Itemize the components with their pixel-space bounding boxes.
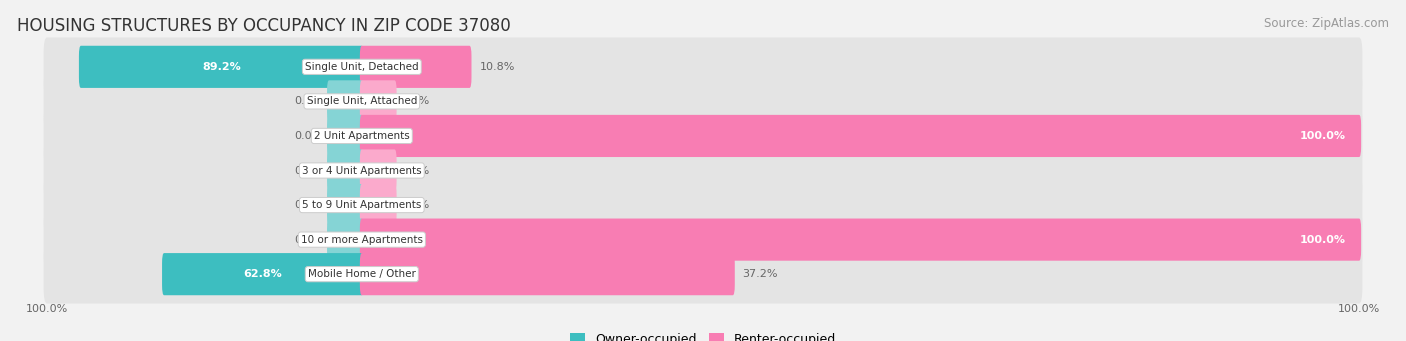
FancyBboxPatch shape bbox=[360, 184, 396, 226]
Text: 0.0%: 0.0% bbox=[401, 165, 429, 176]
Text: 0.0%: 0.0% bbox=[294, 131, 322, 141]
Text: 10 or more Apartments: 10 or more Apartments bbox=[301, 235, 423, 244]
FancyBboxPatch shape bbox=[328, 184, 364, 226]
FancyBboxPatch shape bbox=[360, 80, 396, 122]
Text: Mobile Home / Other: Mobile Home / Other bbox=[308, 269, 416, 279]
Text: 37.2%: 37.2% bbox=[742, 269, 778, 279]
Text: HOUSING STRUCTURES BY OCCUPANCY IN ZIP CODE 37080: HOUSING STRUCTURES BY OCCUPANCY IN ZIP C… bbox=[17, 17, 510, 35]
FancyBboxPatch shape bbox=[162, 253, 364, 295]
Text: 62.8%: 62.8% bbox=[243, 269, 283, 279]
Text: 100.0%: 100.0% bbox=[1301, 131, 1346, 141]
FancyBboxPatch shape bbox=[44, 72, 1362, 131]
FancyBboxPatch shape bbox=[360, 149, 396, 192]
Text: Single Unit, Attached: Single Unit, Attached bbox=[307, 97, 418, 106]
Text: 5 to 9 Unit Apartments: 5 to 9 Unit Apartments bbox=[302, 200, 422, 210]
FancyBboxPatch shape bbox=[44, 210, 1362, 269]
FancyBboxPatch shape bbox=[360, 219, 1361, 261]
FancyBboxPatch shape bbox=[360, 115, 1361, 157]
FancyBboxPatch shape bbox=[44, 176, 1362, 234]
Text: 0.0%: 0.0% bbox=[294, 165, 322, 176]
Text: 0.0%: 0.0% bbox=[401, 97, 429, 106]
FancyBboxPatch shape bbox=[44, 38, 1362, 96]
Text: Source: ZipAtlas.com: Source: ZipAtlas.com bbox=[1264, 17, 1389, 30]
Text: 89.2%: 89.2% bbox=[202, 62, 240, 72]
FancyBboxPatch shape bbox=[44, 141, 1362, 200]
FancyBboxPatch shape bbox=[360, 253, 735, 295]
FancyBboxPatch shape bbox=[328, 149, 364, 192]
FancyBboxPatch shape bbox=[44, 245, 1362, 303]
Text: 0.0%: 0.0% bbox=[401, 200, 429, 210]
Text: 0.0%: 0.0% bbox=[294, 235, 322, 244]
FancyBboxPatch shape bbox=[328, 115, 364, 157]
FancyBboxPatch shape bbox=[44, 107, 1362, 165]
Text: 10.8%: 10.8% bbox=[479, 62, 515, 72]
Text: 0.0%: 0.0% bbox=[294, 97, 322, 106]
Legend: Owner-occupied, Renter-occupied: Owner-occupied, Renter-occupied bbox=[565, 328, 841, 341]
FancyBboxPatch shape bbox=[360, 46, 471, 88]
Text: 2 Unit Apartments: 2 Unit Apartments bbox=[314, 131, 409, 141]
Text: 100.0%: 100.0% bbox=[1301, 235, 1346, 244]
Text: 3 or 4 Unit Apartments: 3 or 4 Unit Apartments bbox=[302, 165, 422, 176]
Text: 0.0%: 0.0% bbox=[294, 200, 322, 210]
FancyBboxPatch shape bbox=[328, 219, 364, 261]
FancyBboxPatch shape bbox=[328, 80, 364, 122]
Text: Single Unit, Detached: Single Unit, Detached bbox=[305, 62, 419, 72]
FancyBboxPatch shape bbox=[79, 46, 364, 88]
